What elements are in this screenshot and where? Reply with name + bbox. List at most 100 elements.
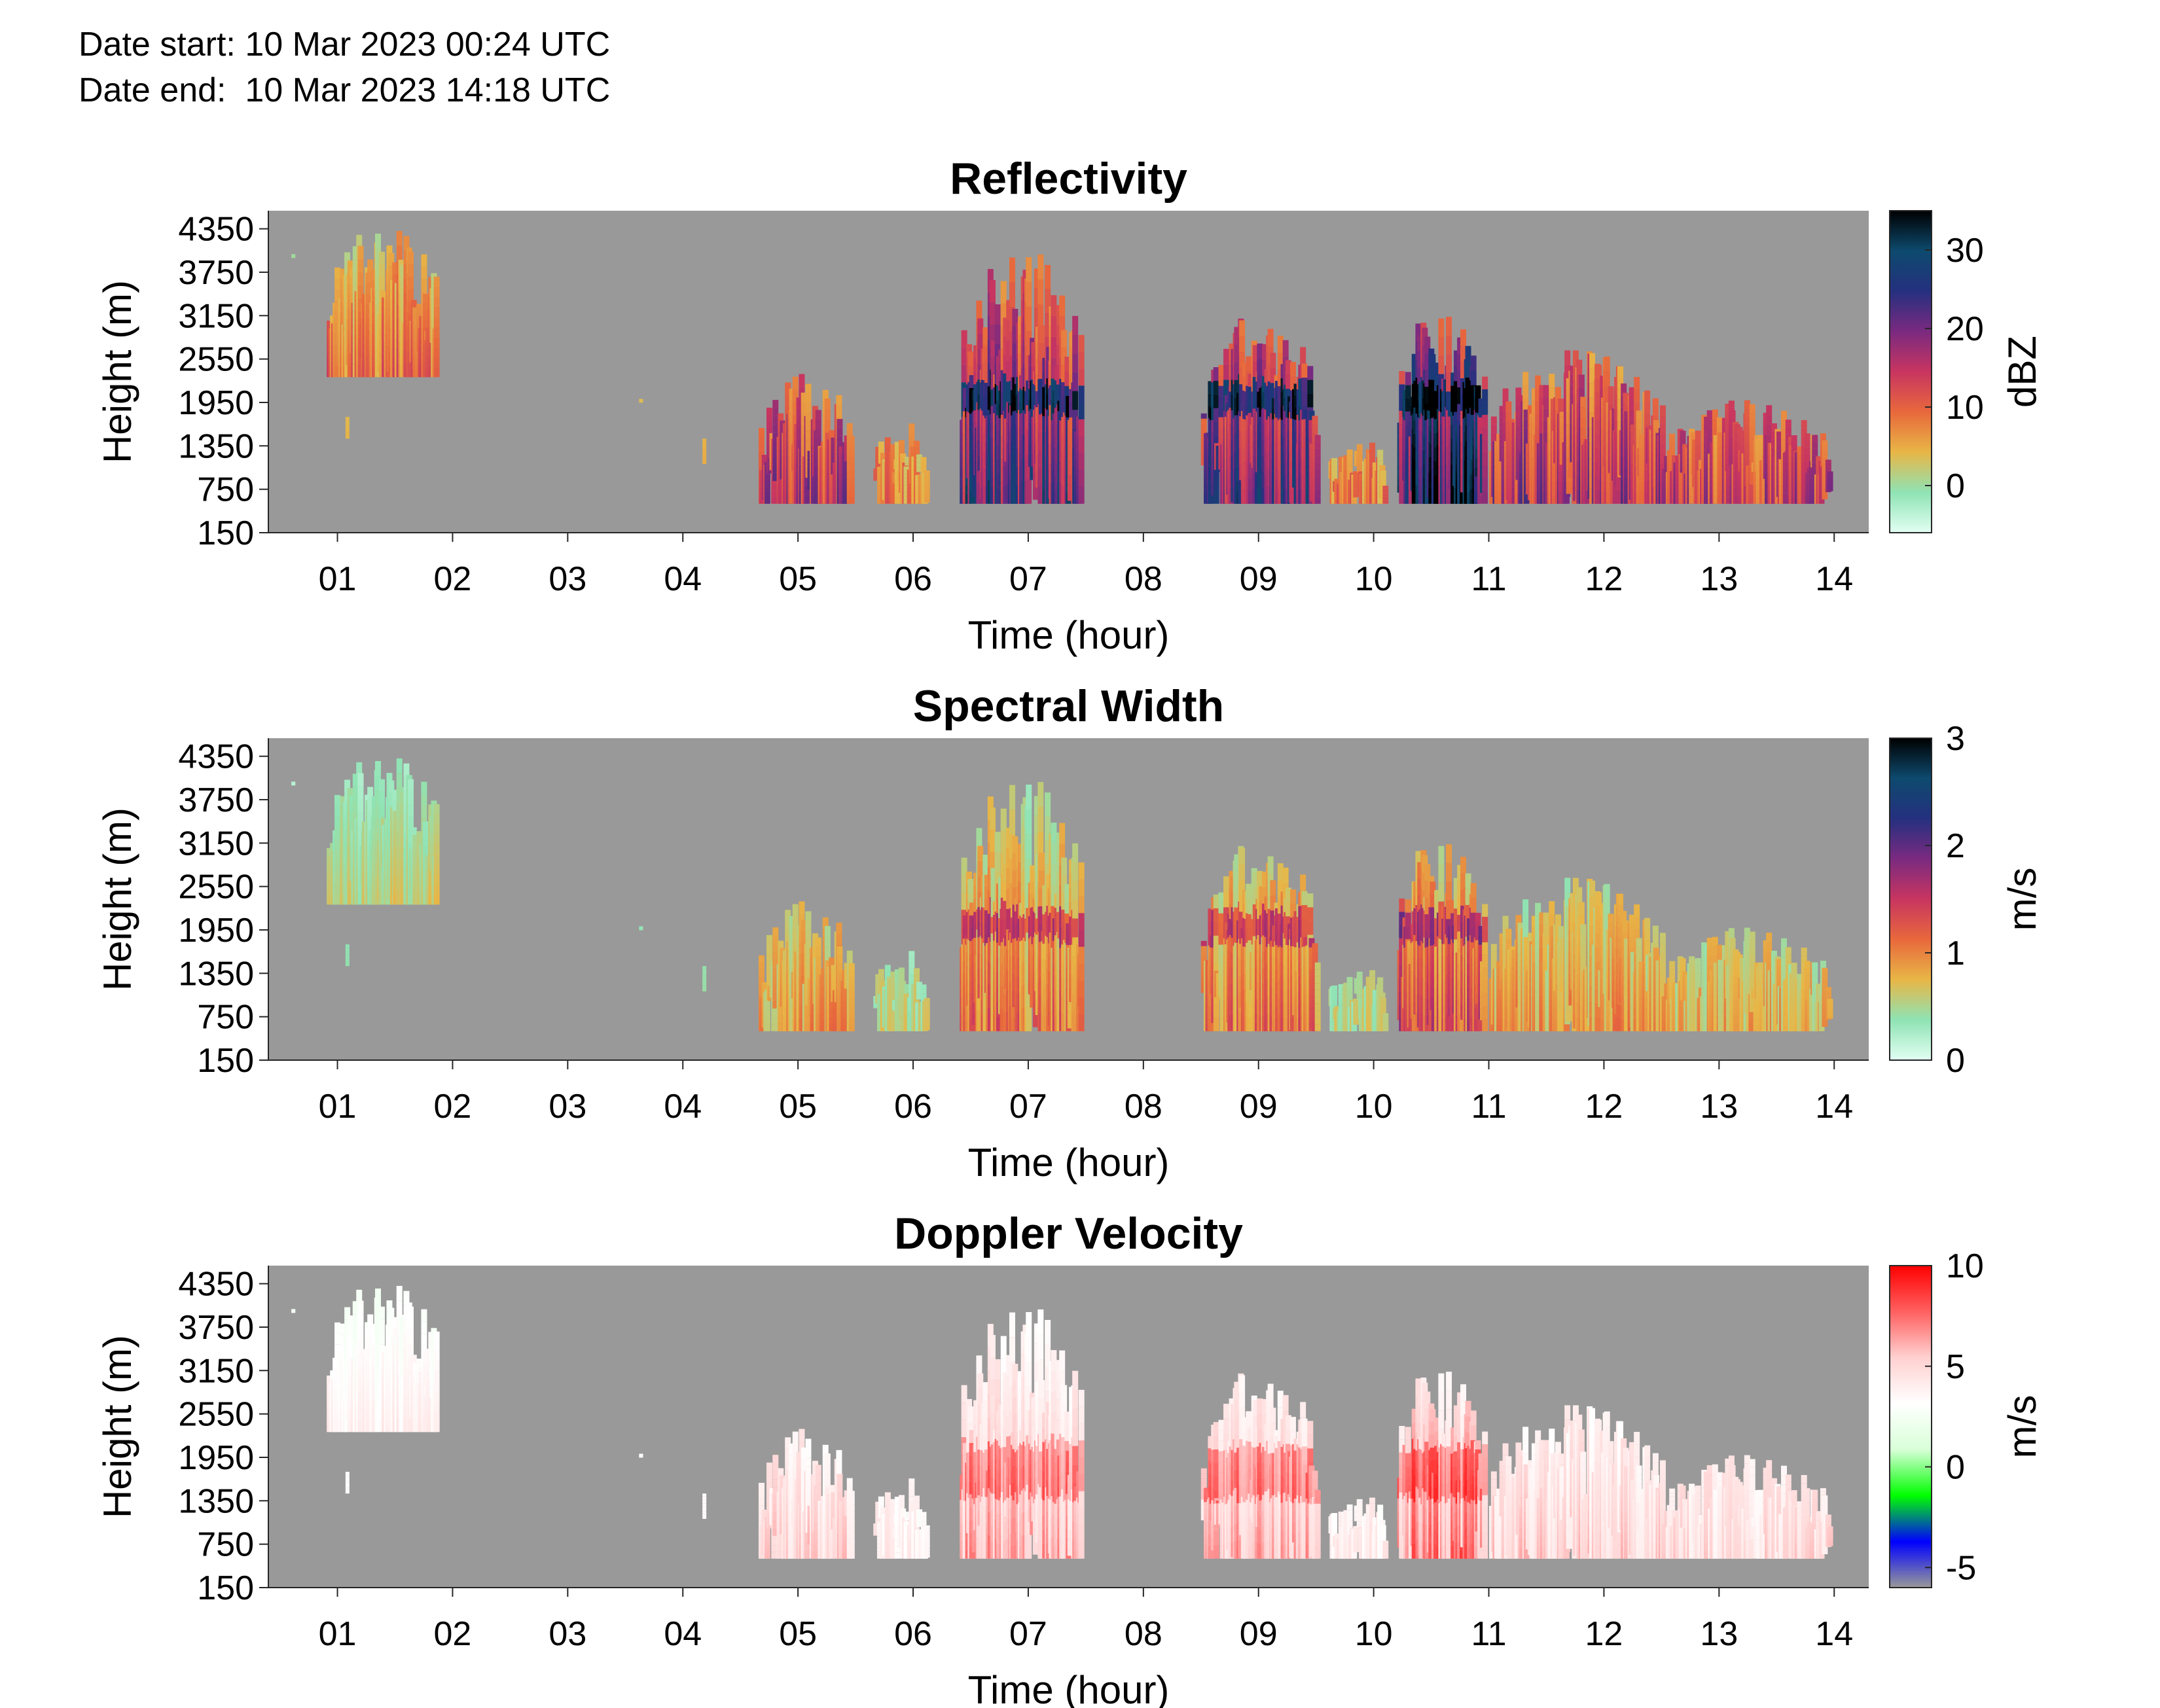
echo-cell	[1382, 495, 1389, 497]
echo-cell	[423, 319, 429, 327]
echo-cell	[801, 436, 807, 448]
echo-cell	[962, 399, 969, 412]
echo-cell	[873, 478, 880, 480]
echo-cell	[1356, 464, 1363, 467]
echo-cell	[1059, 295, 1066, 317]
echo-cell	[903, 470, 910, 474]
echo-cell	[1636, 410, 1642, 420]
echo-cell	[801, 425, 807, 437]
echo-cell	[1430, 380, 1436, 393]
echo-cell	[1351, 497, 1358, 501]
echo-cell	[1399, 410, 1405, 425]
echo-cell	[1078, 486, 1085, 504]
echo-cell	[909, 441, 915, 448]
echo-cell	[1277, 369, 1284, 387]
echo-cell	[767, 472, 774, 474]
echo-cell	[1680, 435, 1686, 439]
echo-cell	[764, 483, 770, 488]
echo-cell	[1277, 336, 1284, 353]
echo-cell	[1659, 405, 1666, 416]
echo-cell	[1382, 502, 1389, 504]
echo-cell	[1078, 402, 1085, 419]
echo-cell	[1239, 336, 1246, 353]
echo-cell	[905, 462, 911, 463]
echo-cell	[1026, 257, 1032, 282]
echo-cell	[357, 298, 364, 311]
echo-cell	[848, 442, 855, 450]
echo-cell	[1218, 396, 1225, 407]
echo-cell	[1308, 438, 1315, 448]
echo-cell	[1470, 370, 1477, 385]
echo-cell	[905, 460, 911, 461]
echo-cell	[1334, 481, 1341, 484]
echo-cell	[890, 486, 897, 492]
echo-cell	[894, 442, 901, 448]
echo-cell	[423, 302, 429, 311]
echo-cell	[924, 486, 930, 490]
echo-cell	[878, 450, 884, 453]
echo-cell	[801, 448, 807, 459]
echo-cell	[831, 441, 837, 445]
echo-cell	[772, 416, 779, 425]
echo-cell	[1399, 397, 1405, 411]
echo-cell	[1417, 351, 1424, 368]
echo-cell	[1669, 442, 1676, 447]
echo-cell	[764, 491, 770, 496]
echo-cell	[1234, 362, 1240, 380]
echo-cell	[1078, 334, 1085, 352]
echo-cell	[875, 461, 882, 465]
echo-cell	[890, 462, 897, 469]
echo-cell	[433, 306, 440, 317]
echo-cell	[1061, 365, 1068, 383]
echo-cell	[905, 459, 911, 461]
echo-cell	[842, 479, 848, 486]
echo-cell	[971, 486, 978, 497]
echo-cell	[1343, 493, 1350, 499]
echo-cell	[1248, 478, 1254, 491]
echo-cell	[967, 366, 974, 382]
echo-cell	[1282, 340, 1289, 357]
echo-cell	[421, 254, 427, 267]
echo-cell	[1460, 329, 1467, 346]
echo-cell	[1034, 268, 1040, 289]
echo-cell	[894, 491, 901, 498]
echo-cell	[388, 253, 395, 266]
echo-cell	[924, 499, 930, 503]
echo-cell	[829, 474, 835, 482]
echo-cell	[873, 476, 880, 478]
echo-cell	[1246, 356, 1252, 372]
echo-cell	[1417, 367, 1424, 385]
echo-cell	[1270, 368, 1276, 383]
echo-cell	[772, 472, 779, 482]
echo-cell	[876, 489, 883, 493]
echo-cell	[1475, 385, 1481, 395]
echo-cell	[900, 458, 907, 464]
echo-cell	[1359, 476, 1365, 480]
echo-cell	[344, 264, 351, 277]
echo-cell	[772, 456, 779, 465]
echo-cell	[804, 495, 810, 504]
echo-cell	[1589, 353, 1596, 368]
echo-cell	[1012, 343, 1018, 361]
echo-cell	[334, 289, 341, 301]
echo-cell	[910, 446, 916, 452]
echo-cell	[349, 285, 355, 294]
echo-cell	[916, 457, 923, 460]
echo-cells	[291, 230, 1833, 504]
echo-cell	[349, 293, 355, 302]
echo-cell	[1078, 419, 1085, 436]
echo-cell	[1338, 456, 1344, 462]
echo-cell	[805, 393, 812, 403]
echo-cell	[1543, 397, 1549, 409]
echo-cell	[412, 314, 419, 322]
echo-cell	[1213, 435, 1219, 450]
echo-cell	[344, 365, 351, 378]
echo-cell	[990, 357, 997, 374]
echo-cell	[1438, 355, 1445, 374]
echo-cell	[1446, 354, 1452, 373]
echo-cell	[1312, 416, 1318, 425]
echo-cell	[1003, 466, 1009, 486]
echo-cell	[924, 480, 930, 484]
echo-cell	[1213, 489, 1219, 504]
echo-cell	[903, 496, 910, 501]
